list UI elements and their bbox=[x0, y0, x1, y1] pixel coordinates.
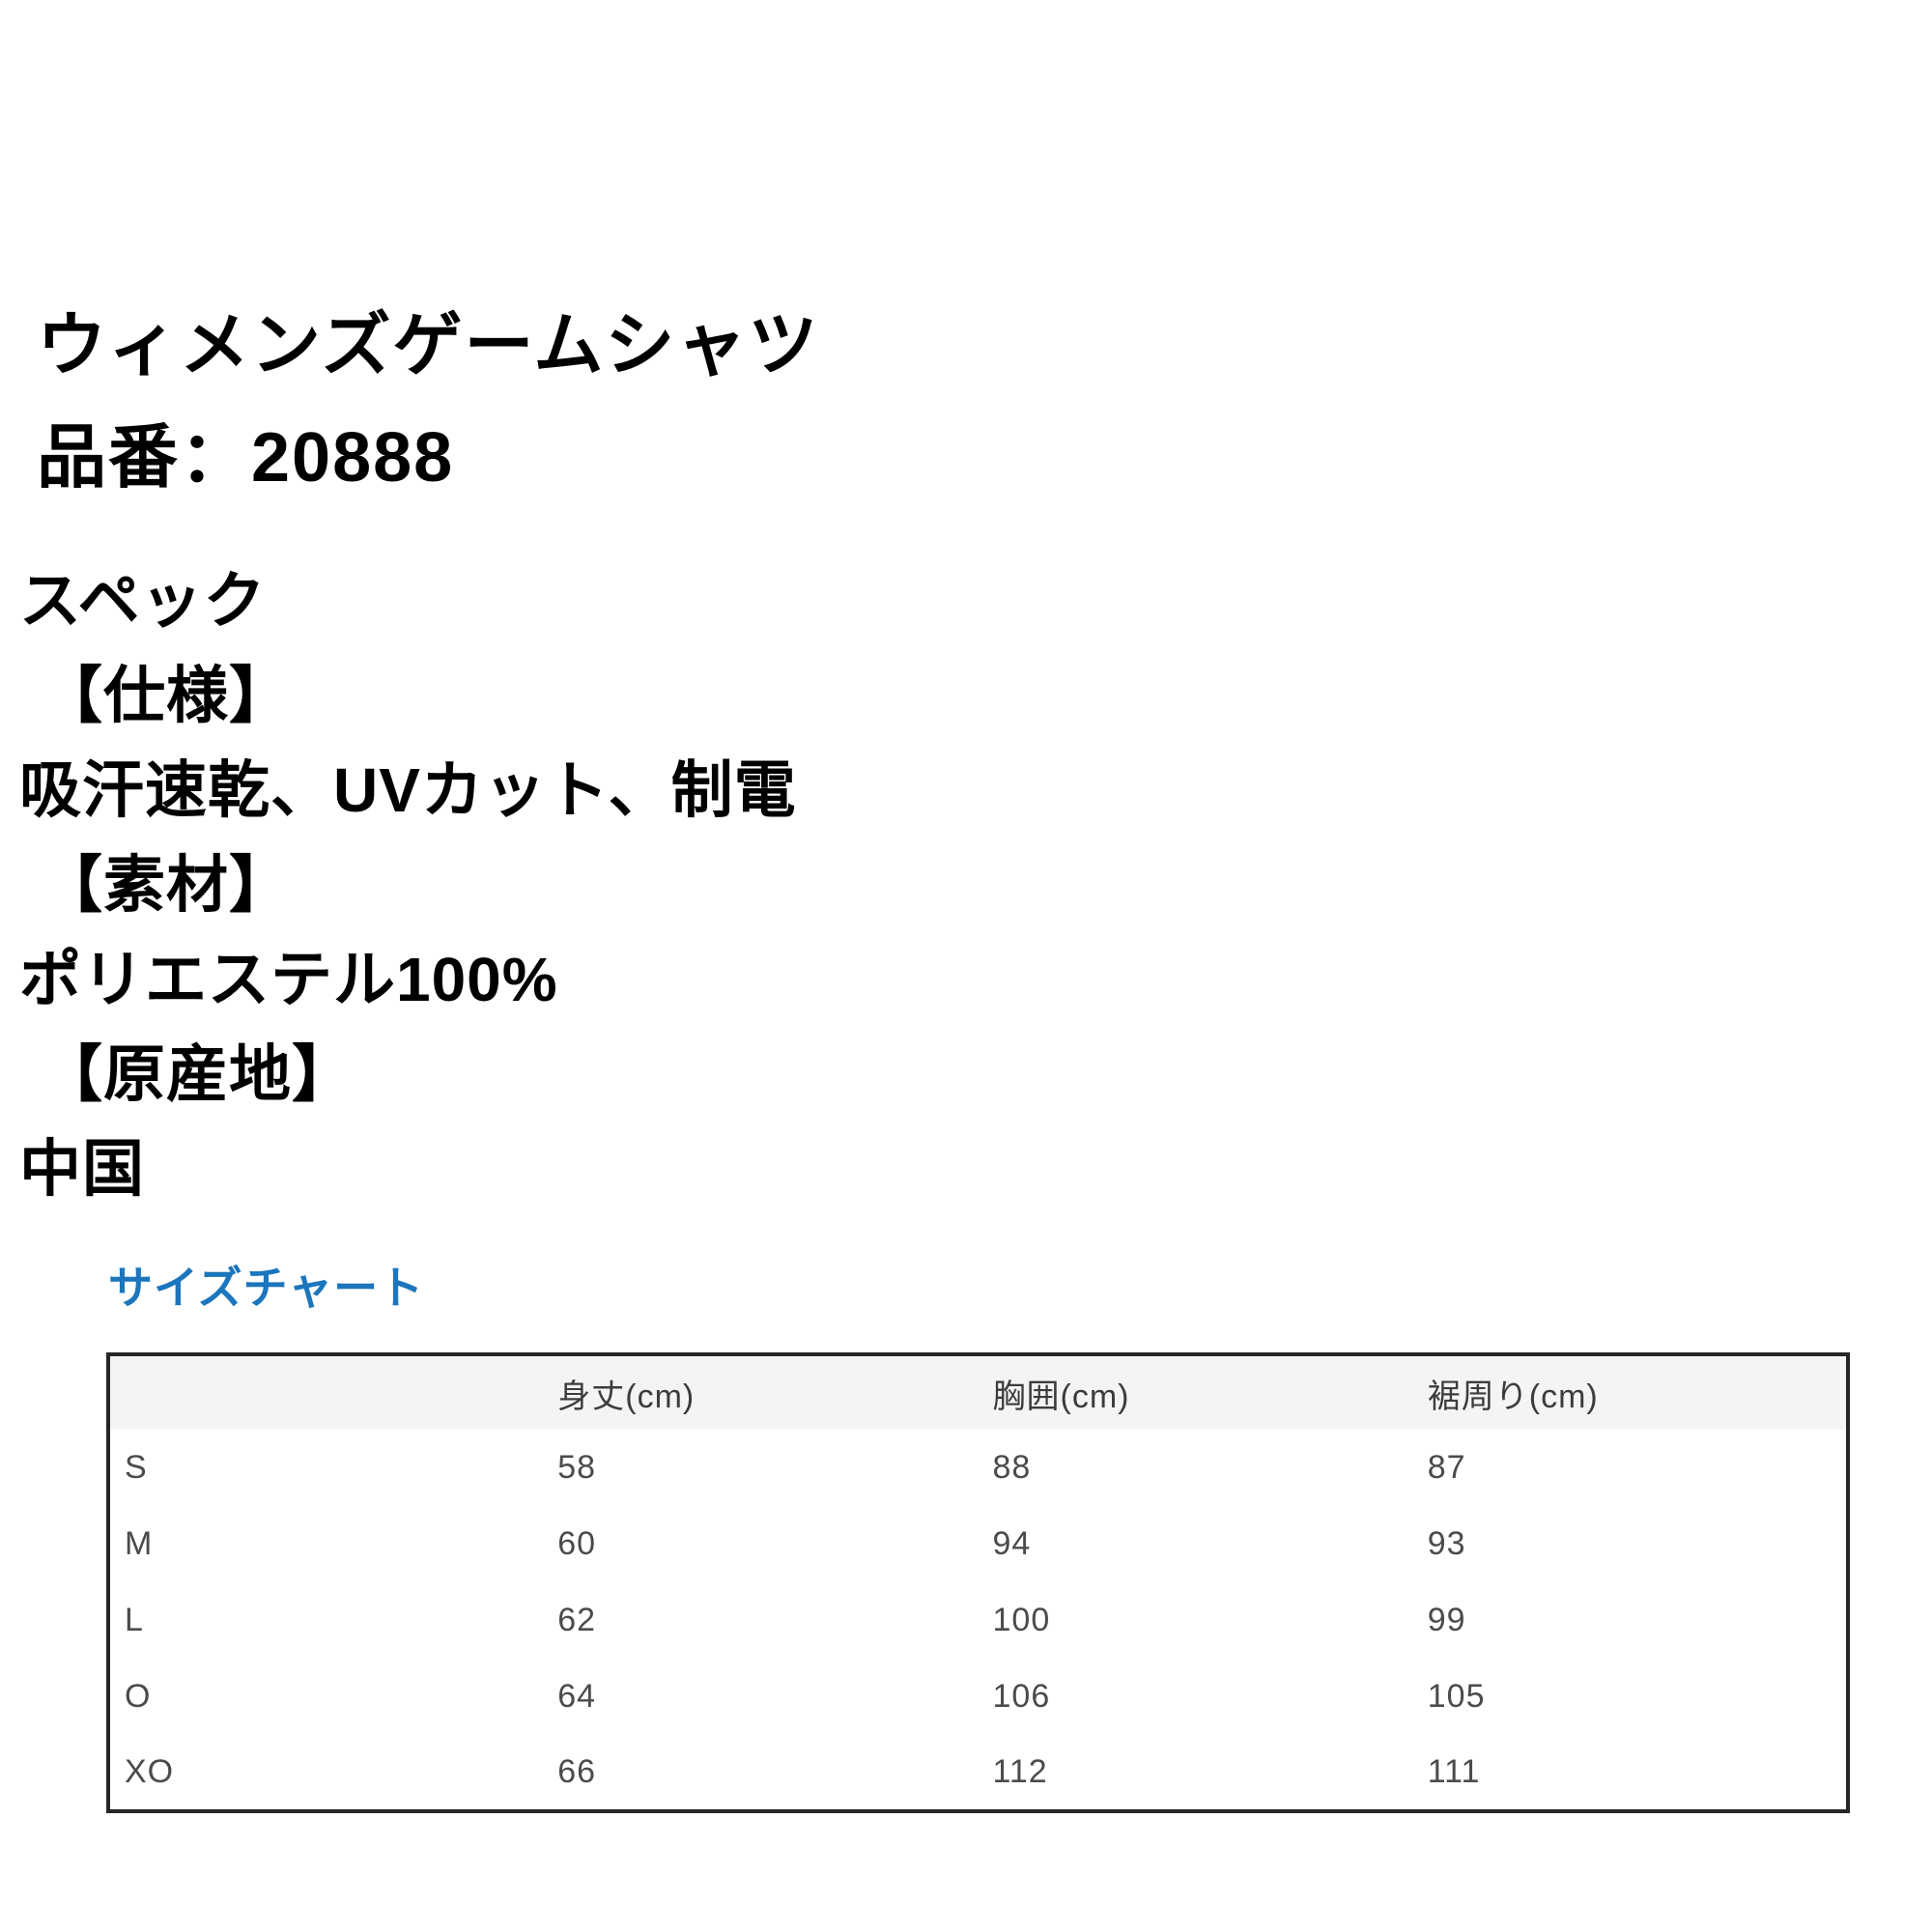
measurement-cell: 66 bbox=[557, 1753, 597, 1790]
measurement-cell: 93 bbox=[1427, 1525, 1466, 1562]
measurement-cell: 58 bbox=[557, 1449, 597, 1486]
measurement-cell: 94 bbox=[992, 1525, 1032, 1562]
spec-line: 吸汗速乾、UVカット、制電 bbox=[19, 755, 797, 825]
size-chart-heading: サイズチャート bbox=[108, 1263, 425, 1313]
size-label-cell: M bbox=[125, 1525, 154, 1562]
measurement-cell: 60 bbox=[557, 1525, 597, 1562]
column-header: 胸囲(cm) bbox=[992, 1378, 1130, 1415]
spec-line: 【原産地】 bbox=[41, 1039, 355, 1109]
table-row: L 62 100 99 bbox=[108, 1582, 1848, 1659]
size-label-cell: XO bbox=[125, 1753, 175, 1790]
measurement-cell: 100 bbox=[992, 1602, 1051, 1638]
table-row: O 64 106 105 bbox=[108, 1659, 1848, 1735]
measurement-cell: 99 bbox=[1427, 1602, 1466, 1638]
spec-line: 中国 bbox=[19, 1134, 145, 1204]
measurement-cell: 111 bbox=[1427, 1753, 1481, 1790]
size-label-cell: L bbox=[125, 1602, 144, 1638]
measurement-cell: 62 bbox=[557, 1602, 597, 1638]
size-table-header-row: 身丈(cm) 胸囲(cm) 裾周り(cm) bbox=[108, 1354, 1848, 1430]
spec-line: ポリエステル100% bbox=[19, 945, 558, 1014]
table-row: S 58 88 87 bbox=[108, 1430, 1848, 1506]
size-chart-table: 身丈(cm) 胸囲(cm) 裾周り(cm) S 58 88 87 M 60 94 93 L 62 100… bbox=[106, 1352, 1850, 1813]
measurement-cell: 64 bbox=[557, 1678, 597, 1715]
measurement-cell: 87 bbox=[1427, 1449, 1466, 1486]
size-table-body: S 58 88 87 M 60 94 93 L 62 100 99 O 64 106 105 XO 66 112 11… bbox=[108, 1430, 1848, 1811]
measurement-cell: 106 bbox=[992, 1678, 1051, 1715]
product-title: ウィメンズゲームシャツ bbox=[37, 307, 820, 384]
size-label-cell: S bbox=[125, 1449, 148, 1486]
measurement-cell: 88 bbox=[992, 1449, 1032, 1486]
size-label-cell: O bbox=[125, 1678, 152, 1715]
measurement-cell: 112 bbox=[992, 1753, 1048, 1790]
measurement-cell: 105 bbox=[1427, 1678, 1486, 1715]
product-number: 品番：20888 bbox=[37, 419, 455, 497]
column-header: 裾周り(cm) bbox=[1427, 1378, 1599, 1415]
table-row: M 60 94 93 bbox=[108, 1506, 1848, 1582]
table-row: XO 66 112 111 bbox=[108, 1735, 1848, 1811]
column-header: 身丈(cm) bbox=[557, 1378, 696, 1415]
spec-line: スペック bbox=[19, 566, 267, 636]
spec-line: 【仕様】 bbox=[41, 661, 292, 730]
title-block: ウィメンズゲームシャツ 品番：20888 bbox=[37, 290, 819, 514]
column-header bbox=[108, 1354, 543, 1430]
spec-block: スペック【仕様】吸汗速乾、UVカット、制電【素材】ポリエステル100% 【原産地】… bbox=[19, 554, 797, 1216]
spec-line: 【素材】 bbox=[41, 850, 292, 920]
